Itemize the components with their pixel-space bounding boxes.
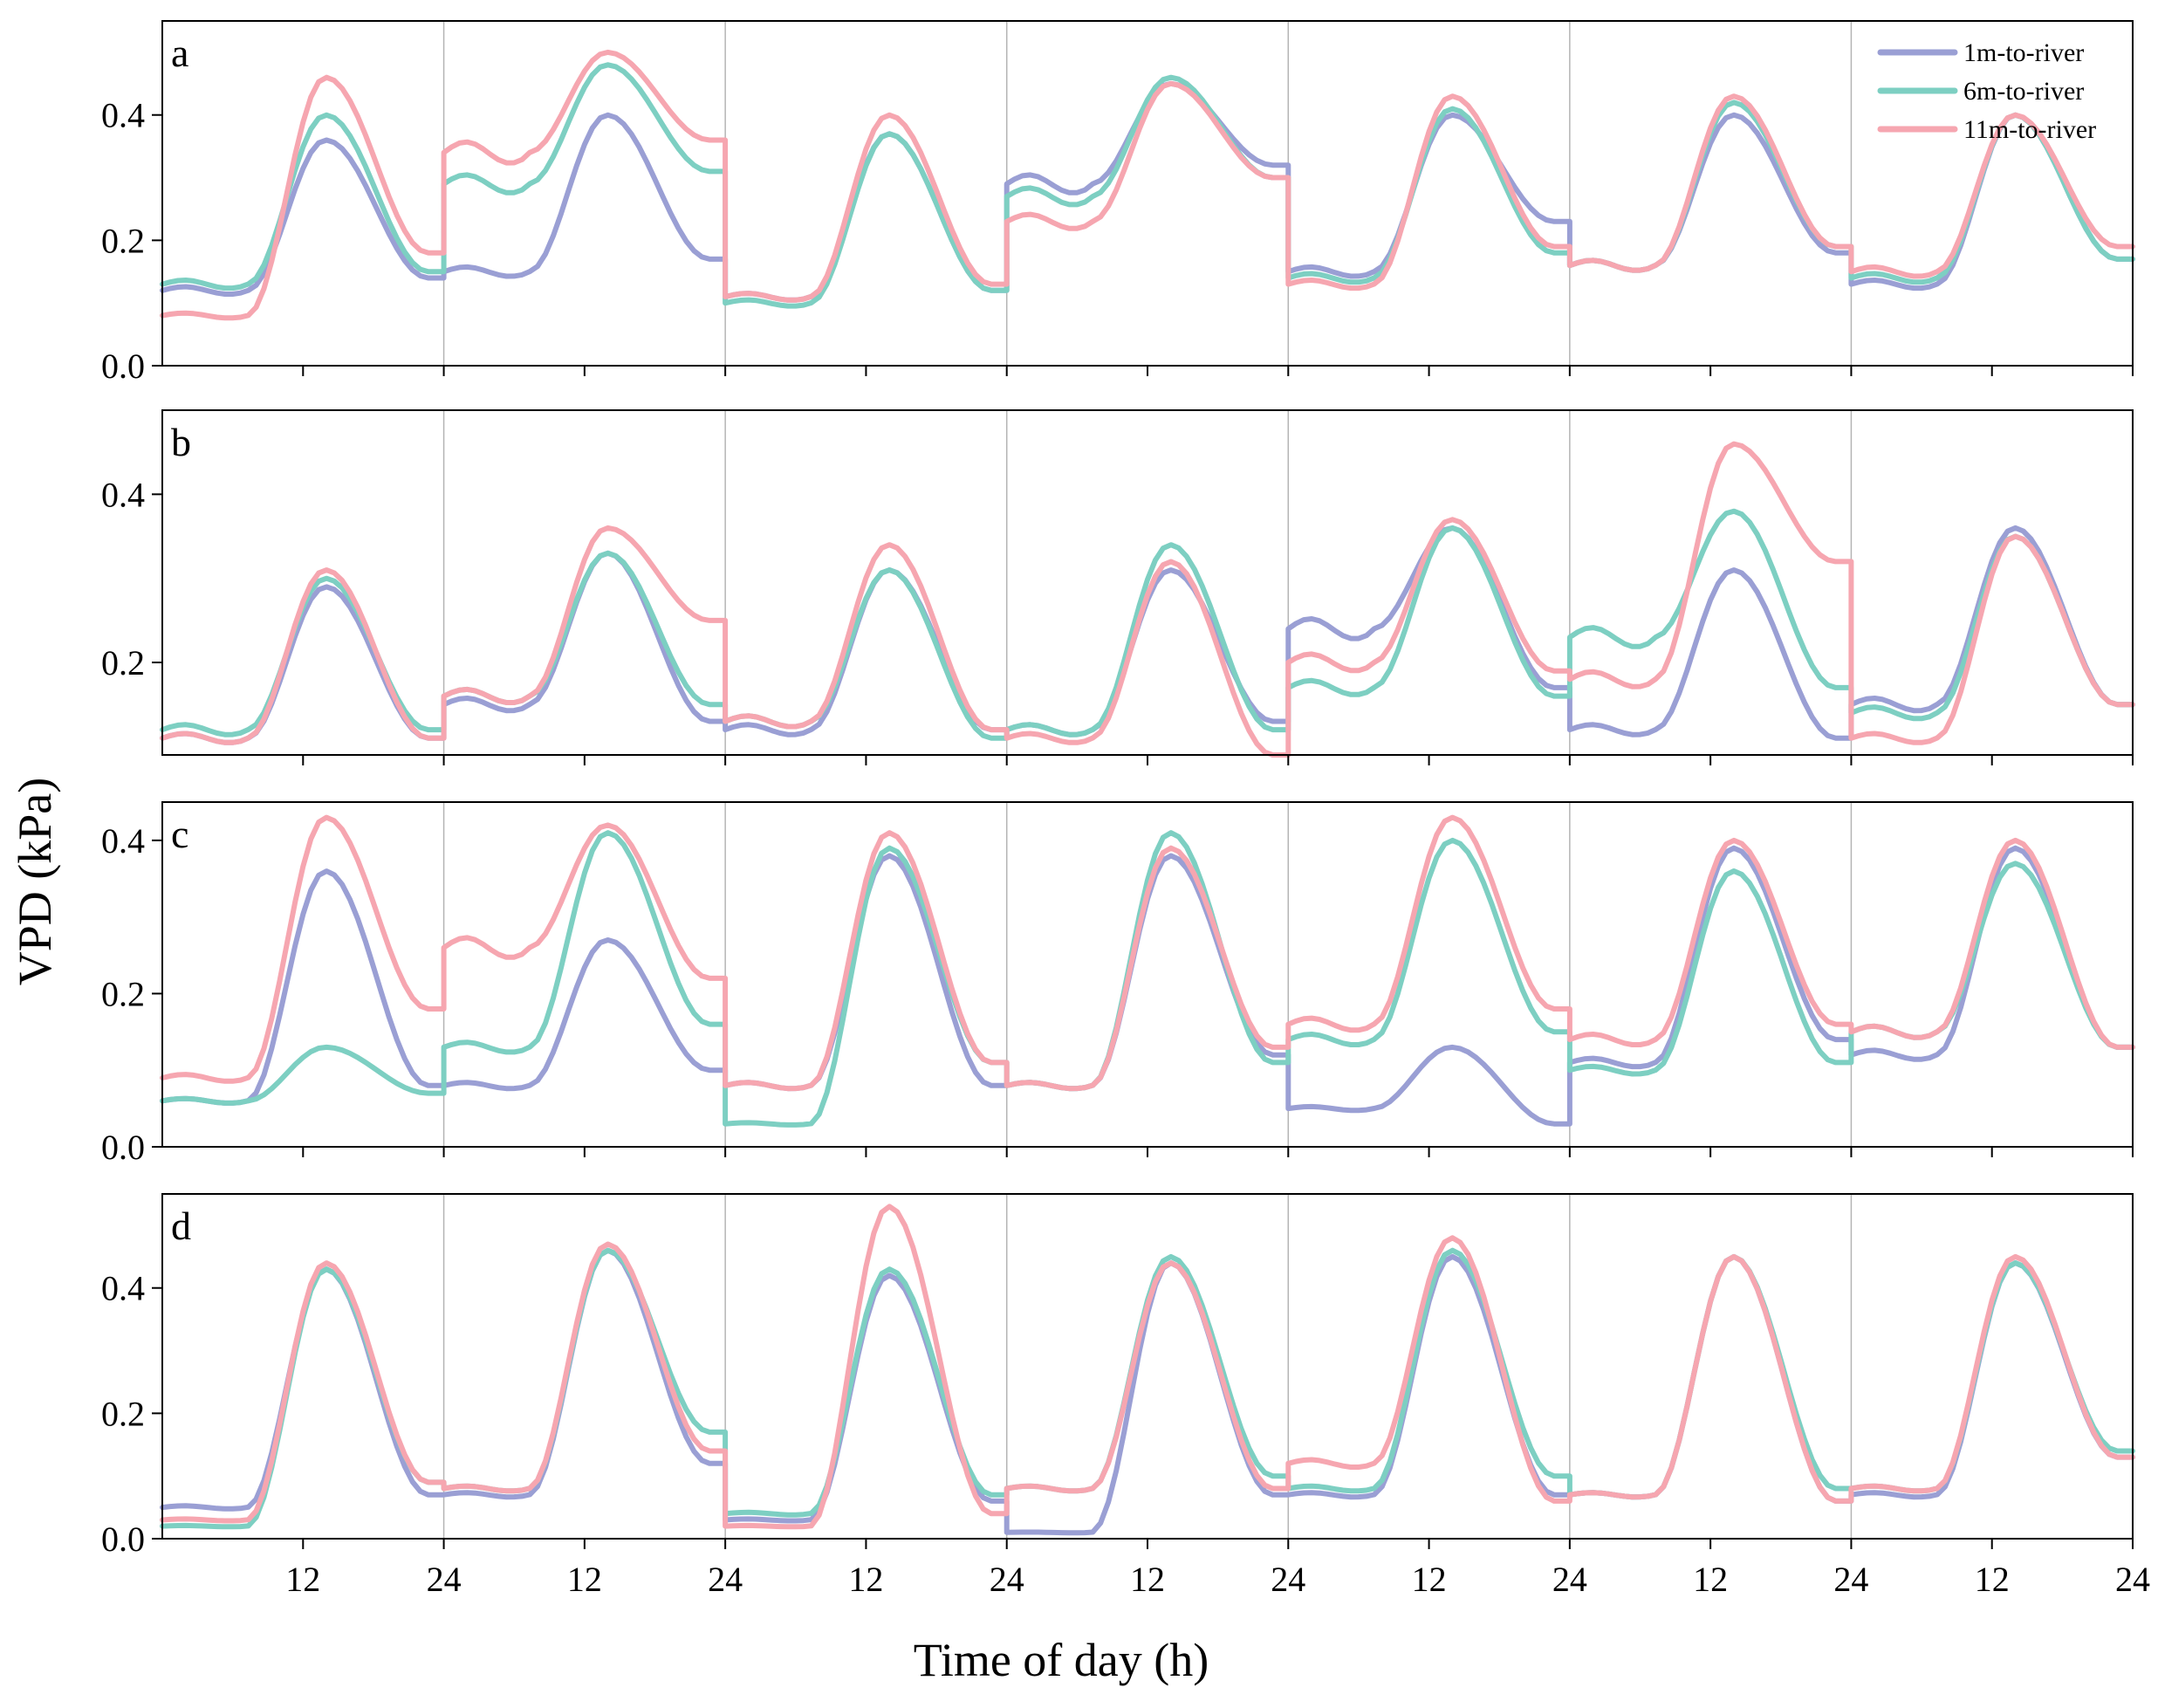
- legend-item: 1m-to-river: [1877, 38, 2084, 67]
- panel-label: c: [171, 812, 188, 856]
- series-line-6m-to-river: [160, 508, 2135, 741]
- x-tick-label: 24: [2115, 1560, 2150, 1599]
- series-line-11m-to-river: [160, 1204, 2135, 1530]
- panel-label: a: [171, 31, 188, 75]
- panel-c: 0.0 0.2 0.4 c: [101, 801, 2135, 1167]
- panel-frame: [161, 20, 2134, 367]
- legend-item: 11m-to-river: [1877, 115, 2096, 144]
- x-tick-label: 24: [1833, 1560, 1868, 1599]
- legend-label: 1m-to-river: [1963, 38, 2084, 67]
- series-line-11m-to-river: [160, 441, 2135, 758]
- series-line-11m-to-river: [160, 814, 2135, 1092]
- panel-label: b: [171, 420, 191, 464]
- panel-a: 0.0 0.2 0.4 a: [101, 20, 2135, 386]
- x-tick-label: 12: [1130, 1560, 1165, 1599]
- panel-d: 0.0 0.2 0.4 d 12 24 12 24 12 24 12 24 12 24 12 24 12 24: [101, 1193, 2150, 1599]
- legend-label: 11m-to-river: [1963, 115, 2096, 144]
- y-tick-label: 0.4: [101, 96, 145, 135]
- x-tick-label: 12: [567, 1560, 602, 1599]
- legend: 1m-to-river 6m-to-river 11m-to-river: [1877, 38, 2096, 144]
- x-tick-label: 24: [708, 1560, 743, 1599]
- y-tick-label: 0.2: [101, 643, 145, 683]
- panel-b: 0.2 0.4 b: [101, 409, 2135, 765]
- y-tick-label: 0.4: [101, 1269, 145, 1308]
- y-tick-label: 0.0: [101, 1519, 145, 1559]
- x-tick-label: 12: [848, 1560, 883, 1599]
- y-axis-title: VPD (kPa): [9, 778, 61, 986]
- legend-item: 6m-to-river: [1877, 77, 2084, 106]
- legend-label: 6m-to-river: [1963, 77, 2084, 106]
- x-tick-label: 24: [1271, 1560, 1305, 1599]
- x-tick-label: 12: [1412, 1560, 1447, 1599]
- y-tick-label: 0.0: [101, 346, 145, 386]
- y-tick-label: 0.0: [101, 1128, 145, 1167]
- x-tick-label: 24: [990, 1560, 1024, 1599]
- panel-frame: [161, 801, 2134, 1148]
- y-tick-label: 0.2: [101, 974, 145, 1013]
- x-tick-label: 24: [1552, 1560, 1587, 1599]
- y-tick-label: 0.2: [101, 221, 145, 260]
- x-axis-title: Time of day (h): [914, 1634, 1209, 1686]
- panel-label: d: [171, 1204, 191, 1248]
- y-tick-label: 0.4: [101, 821, 145, 861]
- x-tick-label: 12: [1693, 1560, 1728, 1599]
- x-tick-label: 12: [1975, 1560, 2010, 1599]
- panels-layer: 0.0 0.2 0.4 a 0.2 0.4 b 0.0 0.2 0.4 c 0.0 0.2 0.4 d 12 2…: [101, 20, 2150, 1599]
- x-tick-label: 12: [285, 1560, 320, 1599]
- series-line-11m-to-river: [160, 49, 2135, 321]
- y-tick-label: 0.2: [101, 1394, 145, 1433]
- x-tick-label: 24: [427, 1560, 462, 1599]
- series-line-6m-to-river: [160, 830, 2135, 1128]
- y-tick-label: 0.4: [101, 475, 145, 514]
